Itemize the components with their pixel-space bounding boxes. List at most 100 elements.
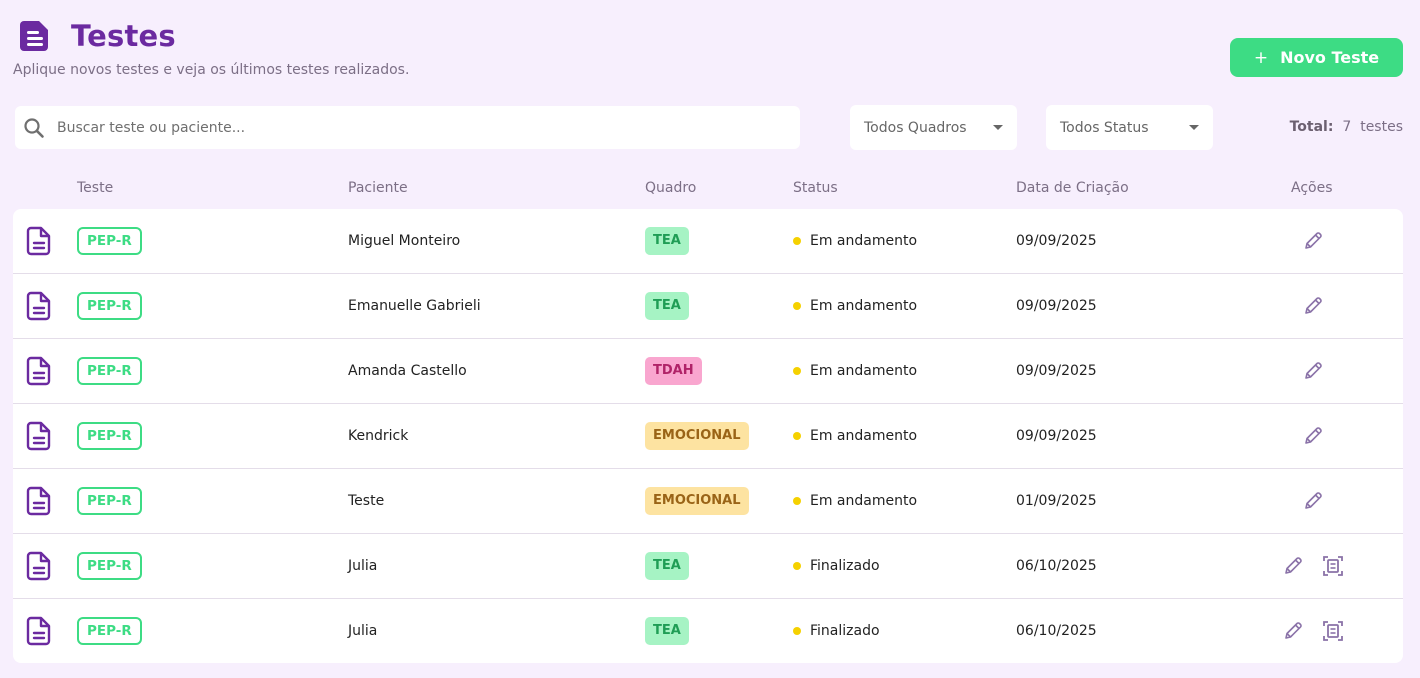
test-tag: PEP-R xyxy=(77,292,142,320)
status-dot xyxy=(793,237,801,245)
edit-icon[interactable] xyxy=(1301,489,1325,513)
created-date: 06/10/2025 xyxy=(1016,558,1097,574)
patient-name: Julia xyxy=(348,623,378,639)
status-text: Em andamento xyxy=(810,298,918,314)
page-header: Testes Aplique novos testes e veja os úl… xyxy=(13,16,409,78)
patient-name: Miguel Monteiro xyxy=(348,233,461,249)
quadro-badge: TEA xyxy=(645,617,689,645)
quadro-select[interactable]: Todos Quadros xyxy=(850,105,1017,150)
actions-cell xyxy=(1301,404,1325,468)
status-cell: Finalizado xyxy=(793,599,880,663)
tests-table: PEP-R Miguel Monteiro TEA Em andamento 0… xyxy=(13,209,1403,663)
edit-icon[interactable] xyxy=(1301,294,1325,318)
status-select[interactable]: Todos Status xyxy=(1046,105,1213,150)
quadro-badge: TEA xyxy=(645,227,689,255)
created-date: 06/10/2025 xyxy=(1016,623,1097,639)
status-text: Em andamento xyxy=(810,233,918,249)
column-header-data: Data de Criação xyxy=(1016,180,1129,196)
title-row: Testes xyxy=(13,16,409,56)
quadro-badge: TEA xyxy=(645,292,689,320)
status-cell: Finalizado xyxy=(793,534,880,598)
table-row[interactable]: PEP-R Julia TEA Finalizado 06/10/2025 xyxy=(13,534,1403,599)
quadro-badge: EMOCIONAL xyxy=(645,422,749,450)
total-value: 7 xyxy=(1342,119,1352,135)
quadro-badge: EMOCIONAL xyxy=(645,487,749,515)
edit-icon[interactable] xyxy=(1281,554,1305,578)
created-date: 09/09/2025 xyxy=(1016,363,1097,379)
document-icon xyxy=(26,534,52,598)
quadro-cell: EMOCIONAL xyxy=(645,469,749,533)
column-header-status: Status xyxy=(793,180,838,196)
quadro-cell: TDAH xyxy=(645,339,702,403)
created-date: 09/09/2025 xyxy=(1016,298,1097,314)
actions-cell xyxy=(1301,209,1325,273)
document-icon xyxy=(26,599,52,663)
status-dot xyxy=(793,627,801,635)
column-header-teste: Teste xyxy=(77,180,114,196)
status-dot xyxy=(793,432,801,440)
test-cell: PEP-R xyxy=(77,339,142,403)
table-row[interactable]: PEP-R Miguel Monteiro TEA Em andamento 0… xyxy=(13,209,1403,274)
chevron-down-icon xyxy=(993,125,1003,130)
patient-name: Julia xyxy=(348,558,378,574)
status-text: Finalizado xyxy=(810,623,880,639)
quadro-cell: TEA xyxy=(645,599,689,663)
test-tag: PEP-R xyxy=(77,617,142,645)
document-icon xyxy=(26,339,52,403)
status-cell: Em andamento xyxy=(793,339,917,403)
test-tag: PEP-R xyxy=(77,487,142,515)
status-dot xyxy=(793,367,801,375)
quadro-cell: EMOCIONAL xyxy=(645,404,749,468)
status-cell: Em andamento xyxy=(793,274,917,338)
search-input[interactable] xyxy=(57,119,800,136)
status-cell: Em andamento xyxy=(793,209,917,273)
quadro-badge: TDAH xyxy=(645,357,702,385)
test-tag: PEP-R xyxy=(77,357,142,385)
table-row[interactable]: PEP-R Teste EMOCIONAL Em andamento 01/09… xyxy=(13,469,1403,534)
document-icon xyxy=(26,404,52,468)
edit-icon[interactable] xyxy=(1281,619,1305,643)
table-row[interactable]: PEP-R Amanda Castello TDAH Em andamento … xyxy=(13,339,1403,404)
column-header-quadro: Quadro xyxy=(645,180,697,196)
quadro-cell: TEA xyxy=(645,209,689,273)
status-select-value: Todos Status xyxy=(1060,119,1149,136)
column-header-acoes: Ações xyxy=(1291,180,1333,196)
search-icon xyxy=(23,117,45,139)
actions-cell xyxy=(1281,599,1345,663)
total-unit: testes xyxy=(1360,119,1403,135)
patient-name: Kendrick xyxy=(348,428,409,444)
quadro-cell: TEA xyxy=(645,534,689,598)
table-row[interactable]: PEP-R Kendrick EMOCIONAL Em andamento 09… xyxy=(13,404,1403,469)
test-tag: PEP-R xyxy=(77,552,142,580)
status-dot xyxy=(793,302,801,310)
document-icon xyxy=(26,209,52,273)
new-test-button[interactable]: + Novo Teste xyxy=(1230,38,1403,77)
status-dot xyxy=(793,497,801,505)
plus-icon: + xyxy=(1253,47,1269,68)
total-count: Total: 7 testes xyxy=(1290,119,1403,135)
actions-cell xyxy=(1281,534,1345,598)
edit-icon[interactable] xyxy=(1301,229,1325,253)
created-date: 01/09/2025 xyxy=(1016,493,1097,509)
test-cell: PEP-R xyxy=(77,404,142,468)
actions-cell xyxy=(1301,339,1325,403)
quadro-cell: TEA xyxy=(645,274,689,338)
edit-icon[interactable] xyxy=(1301,424,1325,448)
created-date: 09/09/2025 xyxy=(1016,428,1097,444)
total-label: Total: xyxy=(1289,119,1334,135)
report-icon[interactable] xyxy=(1321,554,1345,578)
table-row[interactable]: PEP-R Julia TEA Finalizado 06/10/2025 xyxy=(13,599,1403,663)
table-row[interactable]: PEP-R Emanuelle Gabrieli TEA Em andament… xyxy=(13,274,1403,339)
page-subtitle: Aplique novos testes e veja os últimos t… xyxy=(13,62,410,78)
status-text: Em andamento xyxy=(810,428,918,444)
patient-name: Emanuelle Gabrieli xyxy=(348,298,481,314)
column-header-paciente: Paciente xyxy=(348,180,408,196)
report-icon[interactable] xyxy=(1321,619,1345,643)
patient-name: Amanda Castello xyxy=(348,363,467,379)
edit-icon[interactable] xyxy=(1301,359,1325,383)
new-test-label: Novo Teste xyxy=(1280,48,1380,67)
status-text: Finalizado xyxy=(810,558,880,574)
status-cell: Em andamento xyxy=(793,404,917,468)
patient-name: Teste xyxy=(348,493,385,509)
status-cell: Em andamento xyxy=(793,469,917,533)
